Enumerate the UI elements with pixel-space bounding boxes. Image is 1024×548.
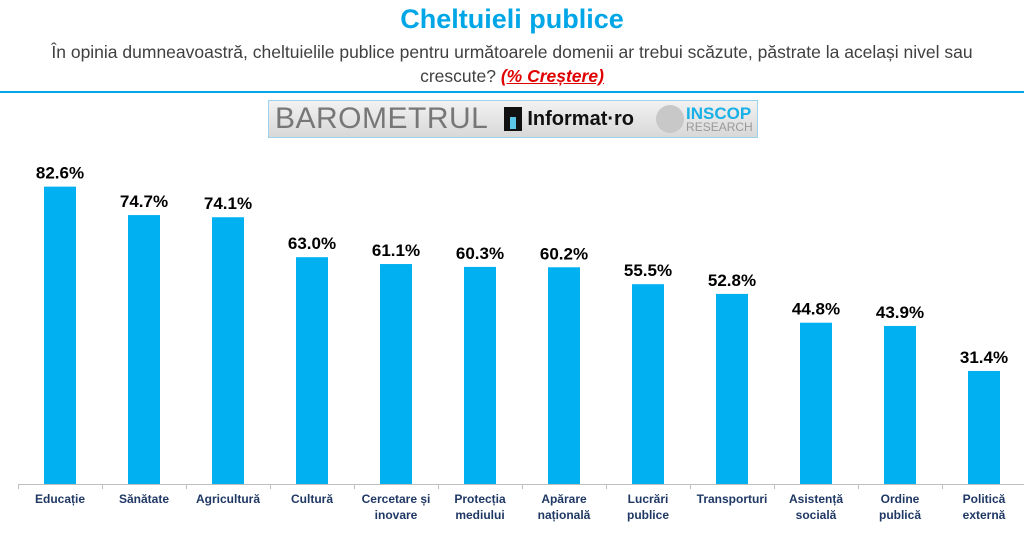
informat-text: Informat·ro — [527, 107, 635, 130]
informat-icon — [504, 107, 523, 131]
research-text: RESEARCH — [686, 119, 753, 134]
category-label: Apărare națională — [538, 492, 591, 522]
category-label: Educație — [35, 492, 85, 506]
data-label: 63.0% — [288, 234, 336, 253]
bar — [884, 325, 916, 484]
data-label: 31.4% — [960, 348, 1008, 367]
bar — [716, 293, 748, 484]
barometrul-logo: BAROMETRUL — [275, 102, 489, 135]
data-label: 82.6% — [36, 164, 84, 183]
inscop-text: INSCOP — [686, 103, 752, 123]
bar — [296, 257, 328, 484]
category-label: Cercetare și inovare — [362, 492, 431, 522]
category-label: Lucrări publice — [627, 492, 669, 522]
category-label: Cultură — [291, 492, 333, 506]
bar — [632, 284, 664, 484]
category-label: Politică externă — [963, 492, 1006, 522]
bar — [128, 215, 160, 484]
category-label: Ordine publică — [879, 492, 921, 522]
bar — [800, 322, 832, 484]
chart-subtitle: În opinia dumneavoastră, cheltuielile pu… — [40, 40, 984, 88]
data-label: 74.1% — [204, 194, 252, 213]
category-label: Sănătate — [119, 492, 169, 506]
chart-title: Cheltuieli publice — [400, 4, 624, 34]
inscop-icon — [656, 105, 685, 133]
data-label: 74.7% — [120, 192, 168, 211]
category-label: Transporturi — [697, 492, 768, 506]
category-label: Protecția mediului — [454, 492, 506, 522]
informat-logo: Informat·ro — [504, 107, 634, 131]
data-label: 44.8% — [792, 300, 840, 319]
data-label: 60.3% — [456, 244, 504, 263]
bar — [968, 370, 1000, 484]
data-label: 60.2% — [540, 244, 588, 263]
data-label: 55.5% — [624, 261, 672, 280]
bar — [464, 266, 496, 484]
bar — [212, 217, 244, 485]
bar — [44, 186, 76, 484]
bar — [380, 264, 412, 484]
logo-banner: BAROMETRUL Informat·ro INSCOP RESEARCH — [268, 100, 758, 138]
category-label: Asistență socială — [789, 492, 843, 522]
divider — [0, 91, 1024, 93]
category-label: Agricultură — [196, 492, 260, 506]
bar — [548, 267, 580, 484]
data-label: 61.1% — [372, 241, 420, 260]
data-label: 43.9% — [876, 303, 924, 322]
data-label: 52.8% — [708, 271, 756, 290]
subtitle-highlight: (% Creștere) — [500, 66, 604, 86]
subtitle-text: În opinia dumneavoastră, cheltuielile pu… — [51, 42, 973, 86]
inscop-logo: INSCOP RESEARCH — [656, 105, 753, 133]
